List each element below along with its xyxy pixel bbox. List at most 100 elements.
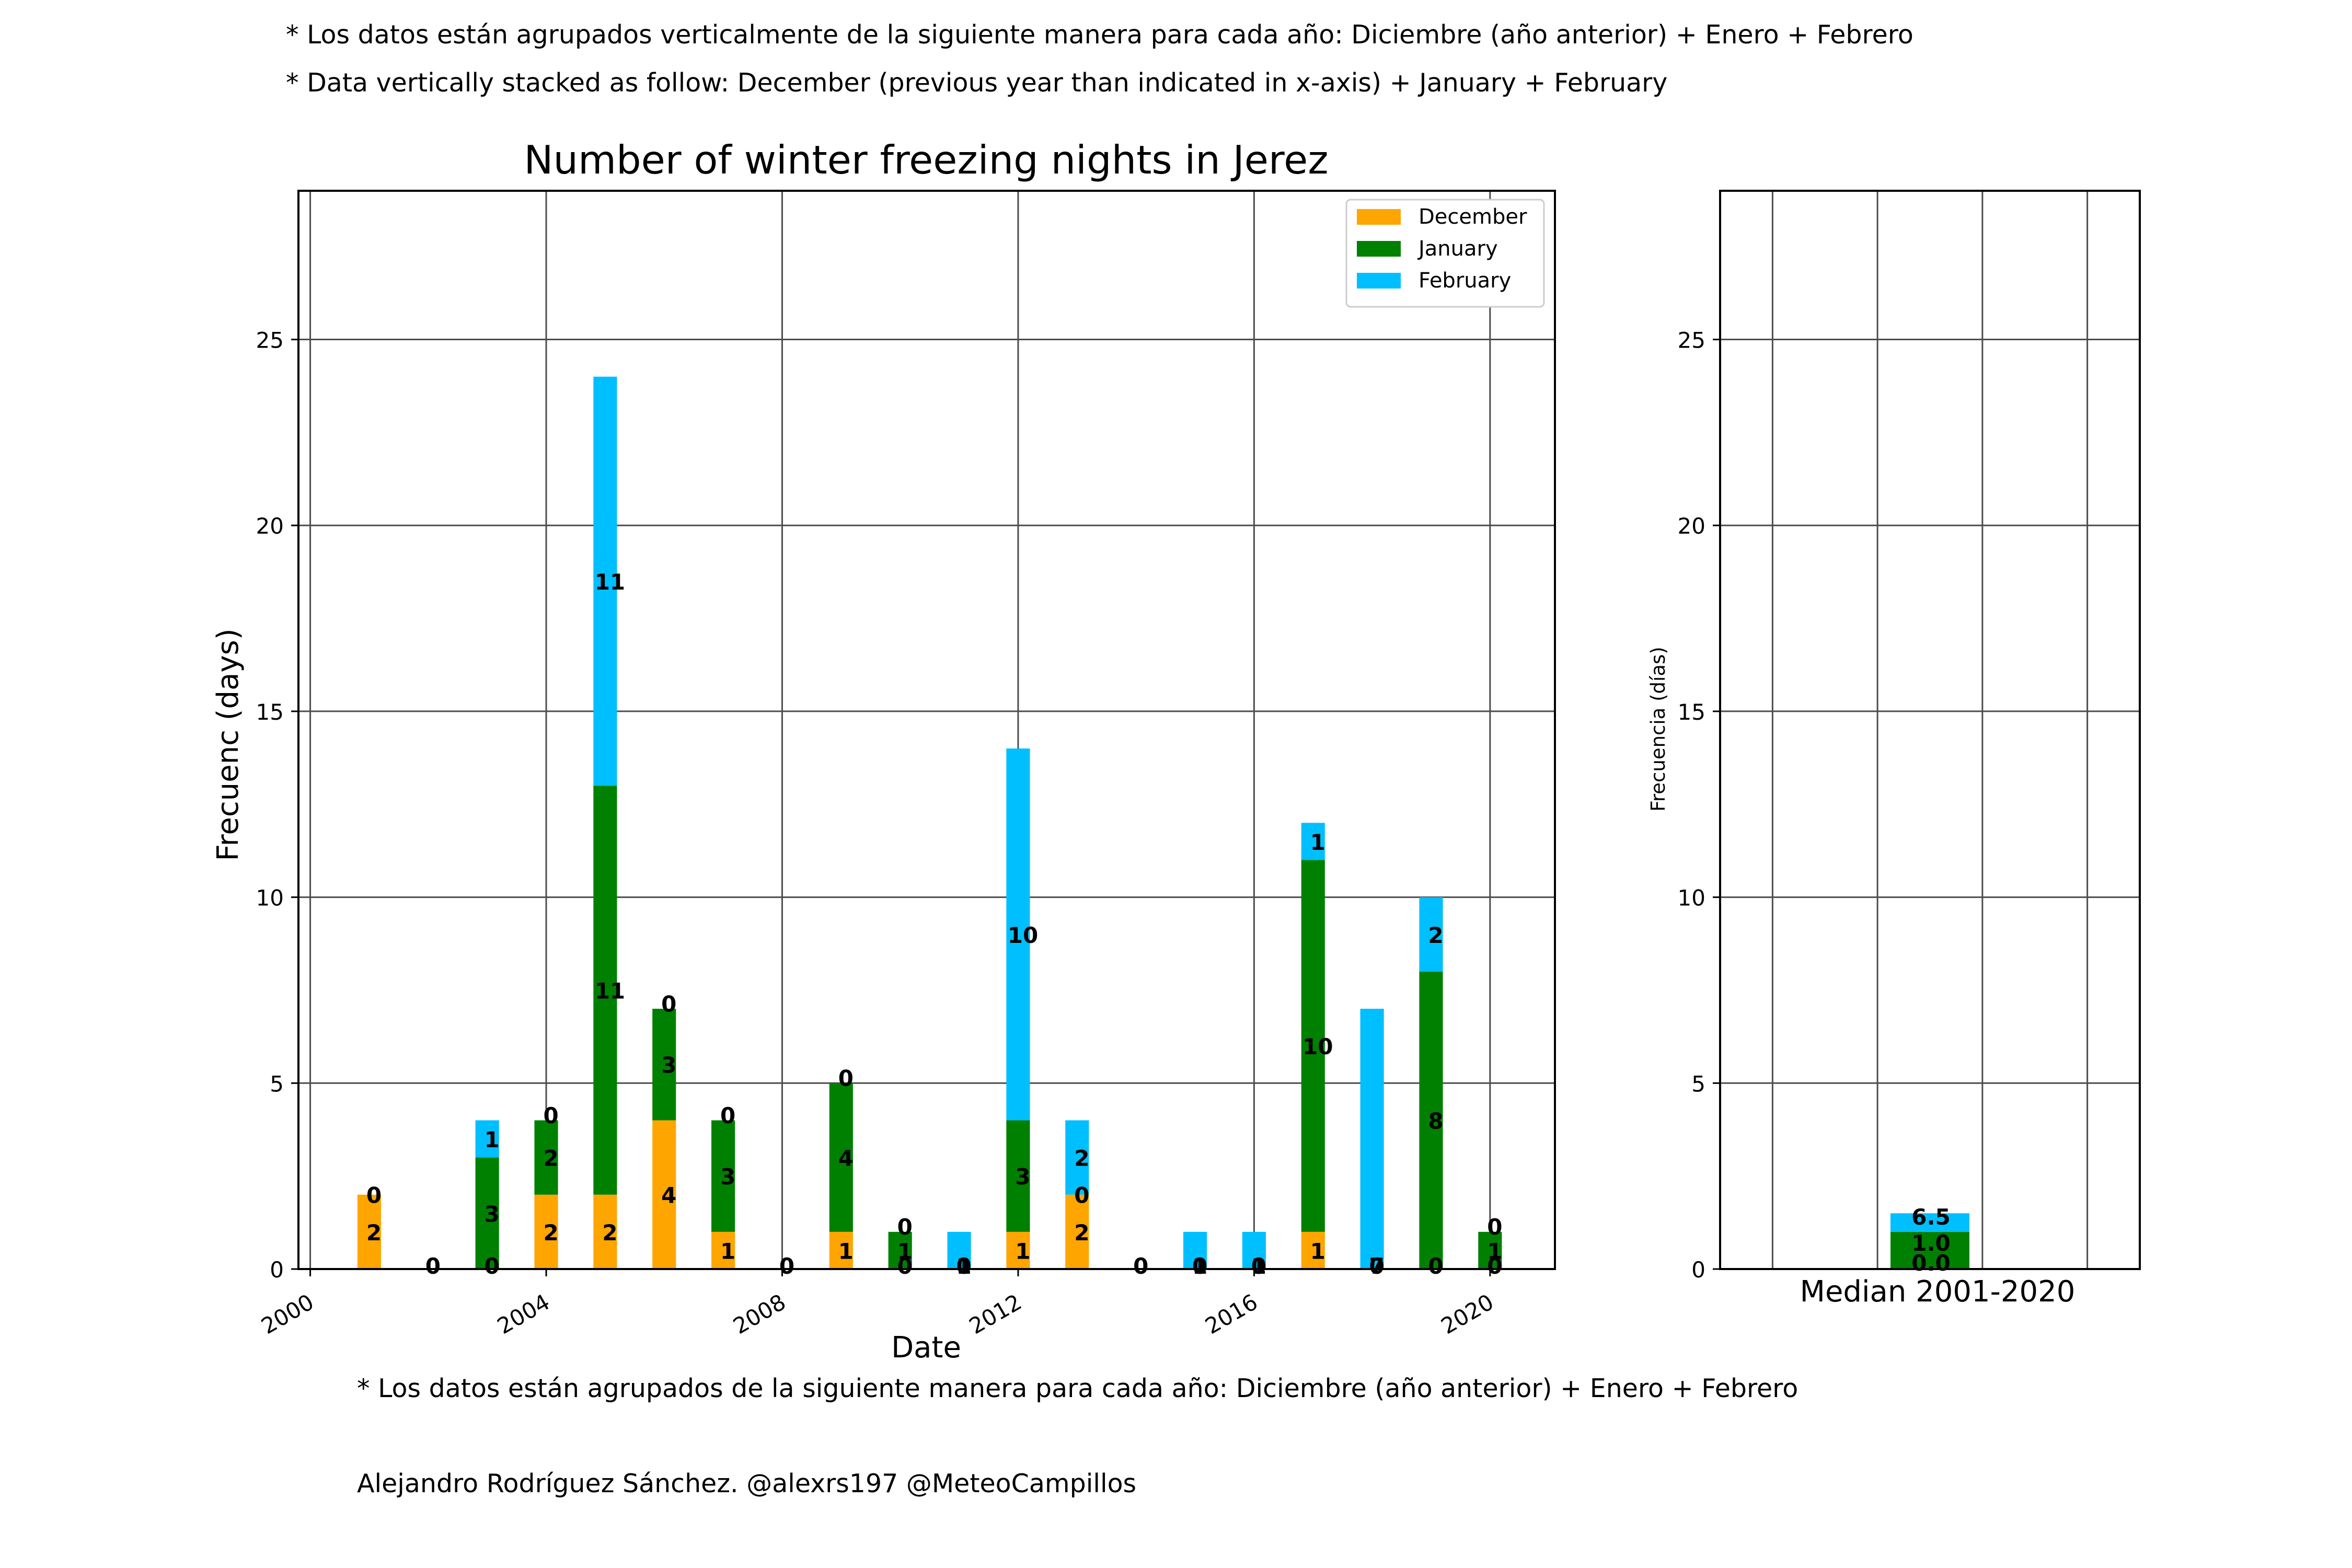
note-top-spanish: * Los datos están agrupados verticalment… — [286, 20, 1913, 50]
bar-february-2003 — [475, 1120, 499, 1158]
y-tick-label: 10 — [256, 885, 284, 911]
bar-february-2016 — [1242, 1231, 1266, 1269]
bar-value-label: 0 — [485, 1253, 500, 1279]
bar-value-label: 0 — [838, 1066, 854, 1091]
bar-value-label: 2 — [1074, 1220, 1089, 1246]
y-tick-label: 5 — [1691, 1071, 1705, 1097]
x-tick-label: 2020 — [1437, 1289, 1498, 1339]
main-chart-y-axis-label: Frecuenc (days) — [211, 628, 245, 861]
bar-value-label: 11 — [595, 978, 625, 1004]
bar-value-label: 0 — [661, 991, 676, 1017]
bar-value-label: 2 — [543, 1220, 558, 1246]
median-chart-axes: 0 5 10 15 20 25 — [1678, 190, 2141, 1283]
bar-january-2019 — [1419, 971, 1443, 1269]
bar-value-label: 0 — [720, 1103, 735, 1128]
note-bottom: * Los datos están agrupados de la siguie… — [357, 1374, 1798, 1403]
median-plot-frame — [1719, 190, 2141, 1270]
bar-february-2019 — [1419, 897, 1443, 972]
bar-value-label: 0 — [366, 1183, 382, 1208]
bar-value-label: 0 — [1487, 1214, 1502, 1240]
bar-value-label: 3 — [485, 1201, 500, 1227]
y-tick-label: 10 — [1678, 885, 1705, 911]
note-top-english: * Data vertically stacked as follow: Dec… — [286, 68, 1668, 98]
x-tick-label: 2012 — [965, 1289, 1026, 1339]
bar-january-2009 — [829, 1083, 853, 1232]
y-tick-label: 0 — [270, 1257, 284, 1283]
bar-value-label: 1 — [838, 1238, 854, 1264]
bar-value-label: 2 — [602, 1220, 617, 1246]
bar-value-label: 3 — [1015, 1164, 1030, 1190]
main-chart-title: Number of winter freezing nights in Jere… — [524, 137, 1328, 183]
x-tick-label: 2016 — [1201, 1289, 1262, 1339]
bar-value-label: 0 — [1074, 1183, 1089, 1208]
bar-january-2010 — [888, 1231, 912, 1269]
bar-january-2004 — [534, 1120, 558, 1195]
bar-february-2012 — [1006, 748, 1030, 1121]
legend-label-january: January — [1417, 237, 1498, 261]
bar-value-label: 4 — [838, 1146, 854, 1171]
bar-value-label: 7 — [1369, 1253, 1385, 1279]
bar-value-label: 4 — [661, 1183, 676, 1208]
median-chart-x-axis-label: Median 2001-2020 — [1800, 1275, 2076, 1309]
bar-value-label: 11 — [595, 569, 625, 595]
bar-value-label: 0 — [956, 1253, 971, 1279]
bar-value-label: 1 — [956, 1253, 971, 1279]
median-chart-bars — [1890, 1213, 1969, 1269]
bar-value-label: 3 — [720, 1164, 735, 1190]
bar-february-2013 — [1065, 1120, 1089, 1195]
bar-february-2017 — [1301, 823, 1325, 860]
bar-value-label: 1 — [720, 1238, 735, 1264]
bar-january-2006 — [652, 1009, 676, 1121]
main-chart-x-axis-label: Date — [891, 1331, 961, 1365]
median-value-label: 0.0 — [1911, 1250, 1950, 1276]
bar-value-label: 0 — [1133, 1253, 1148, 1279]
bar-value-label: 1 — [897, 1238, 913, 1264]
median-value-label: 6.5 — [1911, 1204, 1950, 1230]
bar-december-2006 — [652, 1120, 676, 1269]
bar-february-2015 — [1183, 1231, 1207, 1269]
legend-label-february: February — [1419, 269, 1511, 293]
bar-january-2017 — [1301, 860, 1325, 1232]
y-tick-label: 15 — [256, 699, 284, 725]
bar-value-label: 0 — [1192, 1253, 1207, 1279]
bar-value-label: 2 — [1428, 923, 1443, 948]
bar-december-2007 — [711, 1231, 735, 1269]
bar-value-label: 2 — [366, 1220, 382, 1246]
bar-value-label: 1 — [1310, 1238, 1325, 1264]
bar-value-label: 2 — [1074, 1146, 1089, 1171]
bar-february-2005 — [593, 376, 617, 786]
bar-december-2013 — [1065, 1194, 1089, 1269]
bar-value-label: 0 — [1369, 1253, 1385, 1279]
bar-december-2017 — [1301, 1231, 1325, 1269]
legend-swatch-january — [1357, 241, 1401, 257]
bar-value-label: 2 — [543, 1146, 558, 1171]
bar-december-2001 — [357, 1194, 382, 1269]
bar-value-label: 10 — [1008, 923, 1038, 948]
bar-value-label: 0 — [425, 1253, 441, 1279]
bar-value-label: 8 — [1428, 1108, 1443, 1134]
legend-label-december: December — [1419, 205, 1527, 229]
bar-value-label: 1 — [485, 1127, 500, 1152]
median-chart-grid — [1720, 191, 2140, 1270]
bar-january-2020 — [1478, 1231, 1502, 1269]
bar-value-label: 10 — [1302, 1034, 1333, 1059]
bar-january-2005 — [593, 786, 617, 1195]
bar-february-2018 — [1360, 1009, 1384, 1269]
bar-value-label: 1 — [1015, 1238, 1030, 1264]
x-tick-label: 2008 — [729, 1289, 790, 1339]
bar-december-2009 — [829, 1231, 853, 1269]
bar-value-label: 0 — [1428, 1253, 1443, 1279]
x-tick-label: 2004 — [493, 1289, 554, 1339]
main-chart-bars — [357, 376, 1502, 1269]
y-tick-label: 15 — [1678, 699, 1705, 725]
bar-december-2004 — [534, 1194, 558, 1269]
bar-value-label: 1 — [1310, 829, 1325, 855]
legend-swatch-december — [1357, 209, 1401, 225]
bar-december-2012 — [1006, 1231, 1030, 1269]
y-tick-label: 25 — [256, 328, 284, 353]
bar-value-label: 1 — [1192, 1253, 1207, 1279]
y-tick-label: 0 — [1691, 1257, 1705, 1283]
bar-february-2011 — [947, 1231, 971, 1269]
y-tick-label: 5 — [270, 1071, 284, 1097]
